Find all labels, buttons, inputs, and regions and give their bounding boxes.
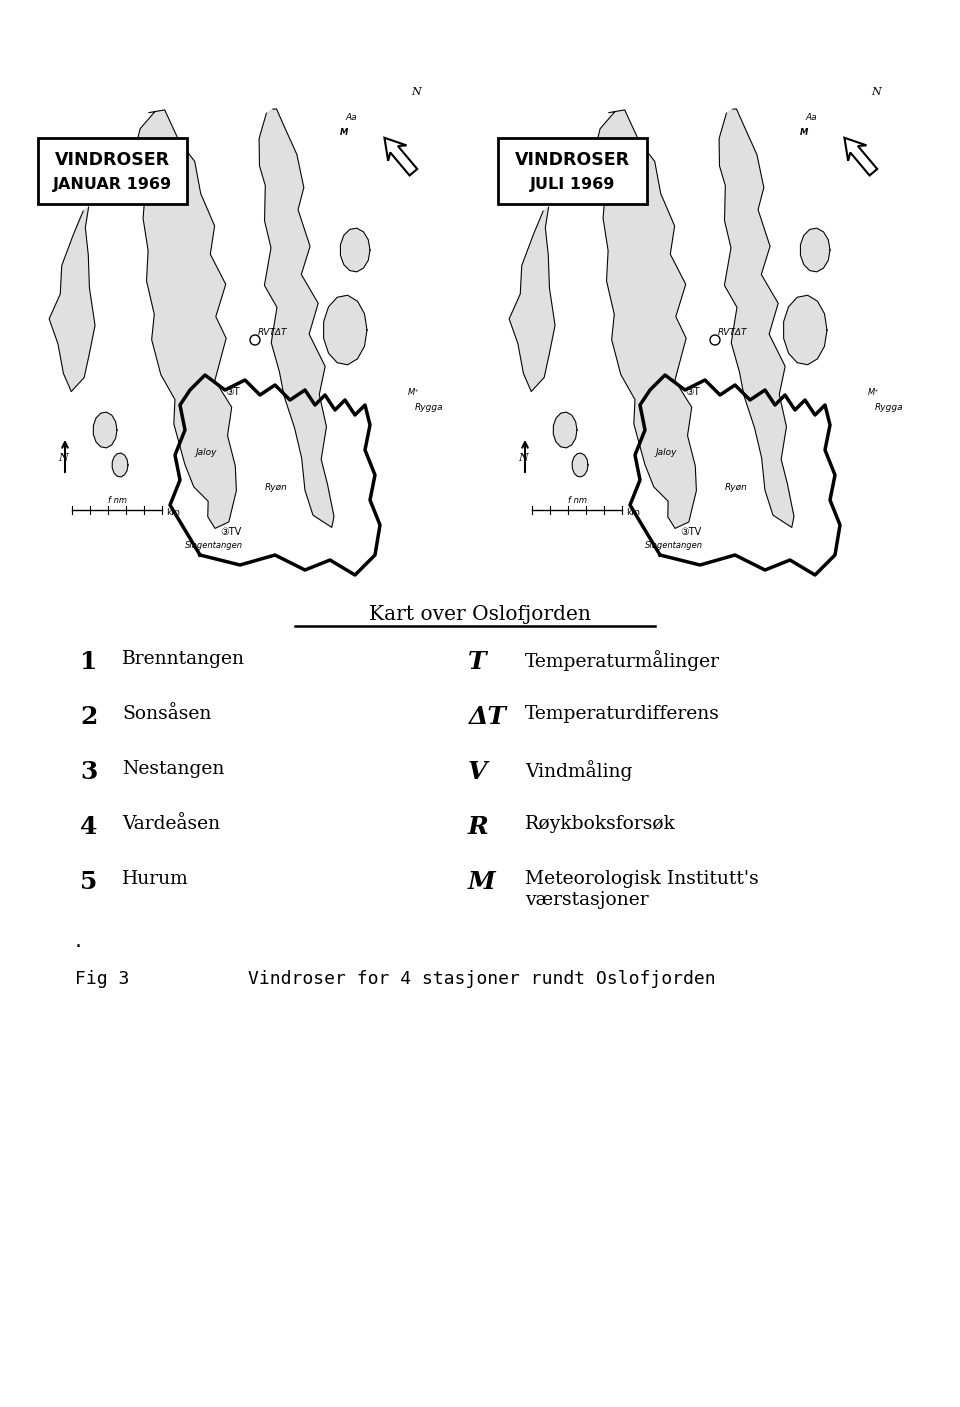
Text: RVTΔT: RVTΔT <box>258 328 287 338</box>
Text: Jaloy: Jaloy <box>195 447 217 457</box>
Text: Røykboksforsøk: Røykboksforsøk <box>525 815 676 833</box>
Text: M⁺: M⁺ <box>408 388 420 397</box>
Polygon shape <box>509 207 555 391</box>
Text: f nm: f nm <box>568 497 587 505</box>
Text: Vindmåling: Vindmåling <box>525 760 633 781</box>
Polygon shape <box>553 412 577 447</box>
Polygon shape <box>845 138 877 176</box>
Text: Brenntangen: Brenntangen <box>122 650 245 668</box>
Text: Ryøn: Ryøn <box>725 483 748 492</box>
Text: N: N <box>411 87 420 97</box>
Text: Vardeåsen: Vardeåsen <box>122 815 220 833</box>
Polygon shape <box>384 138 418 176</box>
Polygon shape <box>719 108 794 528</box>
Polygon shape <box>341 228 370 272</box>
Text: T: T <box>468 650 487 674</box>
Text: JANUAR 1969: JANUAR 1969 <box>53 177 172 193</box>
Text: km: km <box>626 508 640 516</box>
Text: Nestangen: Nestangen <box>122 760 225 778</box>
Text: M: M <box>340 128 348 136</box>
Text: Slagentangen: Slagentangen <box>185 542 243 550</box>
Text: Slagentangen: Slagentangen <box>645 542 703 550</box>
Text: 3: 3 <box>80 760 97 784</box>
Text: Temperaturdifferens: Temperaturdifferens <box>525 705 720 723</box>
Text: km: km <box>166 508 180 516</box>
Text: Meteorologisk Institutt's
værstasjoner: Meteorologisk Institutt's værstasjoner <box>525 870 758 909</box>
Text: VINDROSER: VINDROSER <box>55 151 170 169</box>
Polygon shape <box>259 108 334 528</box>
Text: ③T: ③T <box>225 387 240 397</box>
Polygon shape <box>592 110 696 529</box>
Text: Ryøn: Ryøn <box>265 483 288 492</box>
Text: RVTΔT: RVTΔT <box>718 328 748 338</box>
Text: Aa: Aa <box>345 113 356 122</box>
Text: JULI 1969: JULI 1969 <box>530 177 615 193</box>
Text: Hurum: Hurum <box>122 870 189 888</box>
Text: ③TV: ③TV <box>220 528 241 537</box>
Text: 1: 1 <box>80 650 97 674</box>
Text: 4: 4 <box>80 815 97 839</box>
Text: VINDROSER: VINDROSER <box>515 151 630 169</box>
Text: Kart over Oslofjorden: Kart over Oslofjorden <box>369 605 591 623</box>
Text: Temperaturmålinger: Temperaturmålinger <box>525 650 720 671</box>
Text: V: V <box>468 760 488 784</box>
Polygon shape <box>49 207 95 391</box>
Polygon shape <box>783 295 827 364</box>
Text: Aa: Aa <box>805 113 817 122</box>
Polygon shape <box>801 228 830 272</box>
Text: 5: 5 <box>80 870 97 893</box>
Text: Fig 3: Fig 3 <box>75 969 130 988</box>
Text: Rygga: Rygga <box>875 402 903 412</box>
Polygon shape <box>324 295 367 364</box>
Text: M⁺: M⁺ <box>868 388 879 397</box>
Text: N: N <box>518 453 528 463</box>
FancyBboxPatch shape <box>38 138 187 204</box>
Text: N: N <box>871 87 880 97</box>
Text: Sonsåsen: Sonsåsen <box>122 705 211 723</box>
Text: 2: 2 <box>80 705 97 729</box>
Text: R: R <box>468 815 489 839</box>
Text: ΔT: ΔT <box>468 705 506 729</box>
Text: Vindroser for 4 stasjoner rundt Oslofjorden: Vindroser for 4 stasjoner rundt Oslofjor… <box>248 969 715 988</box>
Text: ③TV: ③TV <box>680 528 701 537</box>
Text: Rygga: Rygga <box>415 402 444 412</box>
Text: M: M <box>800 128 808 136</box>
Text: f nm: f nm <box>108 497 127 505</box>
Polygon shape <box>572 453 588 477</box>
Text: M: M <box>468 870 495 893</box>
Text: ·: · <box>75 937 82 957</box>
Text: N: N <box>58 453 68 463</box>
Text: ③T: ③T <box>685 387 700 397</box>
Text: Jaloy: Jaloy <box>655 447 677 457</box>
Polygon shape <box>132 110 236 529</box>
Polygon shape <box>93 412 117 447</box>
Polygon shape <box>112 453 128 477</box>
FancyBboxPatch shape <box>498 138 647 204</box>
